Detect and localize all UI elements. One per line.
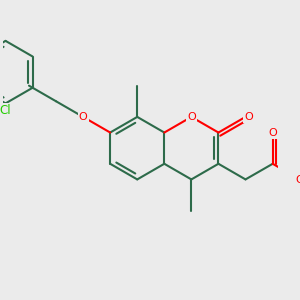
- Text: O: O: [79, 112, 88, 122]
- Text: Cl: Cl: [0, 104, 11, 117]
- Text: O: O: [244, 112, 253, 122]
- Text: O: O: [296, 175, 300, 185]
- Text: O: O: [187, 112, 196, 122]
- Text: O: O: [268, 128, 277, 137]
